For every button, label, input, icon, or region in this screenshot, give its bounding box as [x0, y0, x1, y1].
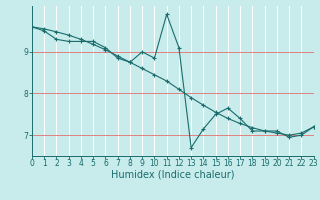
X-axis label: Humidex (Indice chaleur): Humidex (Indice chaleur) [111, 170, 235, 180]
